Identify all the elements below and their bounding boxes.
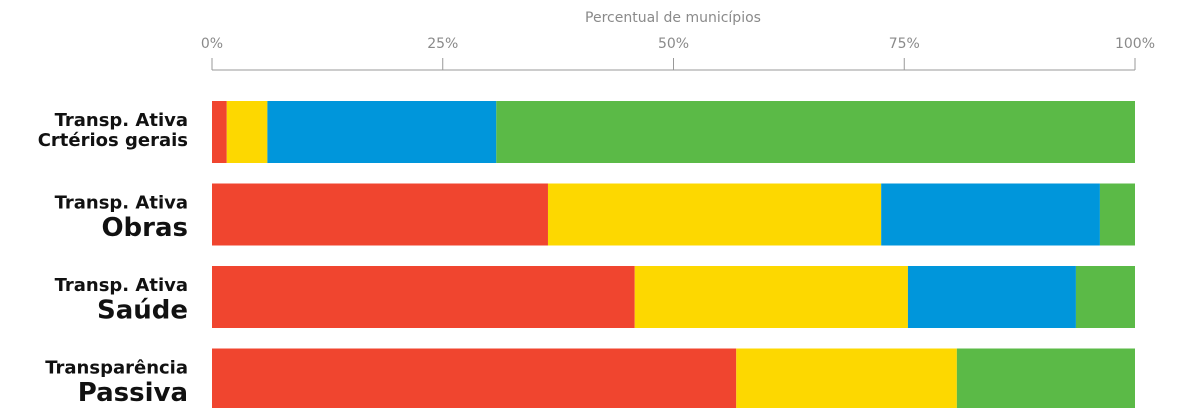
category-label: Passiva bbox=[78, 378, 188, 408]
bar-segment bbox=[634, 266, 908, 328]
tick-label: 0% bbox=[201, 36, 223, 52]
bar-segment bbox=[1099, 183, 1135, 246]
axis-title: Percentual de municípios bbox=[585, 10, 761, 26]
bar-segment bbox=[547, 183, 882, 246]
category-label: Transp. Ativa bbox=[55, 193, 188, 214]
bar-segment bbox=[212, 266, 635, 328]
bar-segment bbox=[1075, 266, 1135, 328]
bar-segment bbox=[212, 183, 548, 246]
bar-segment bbox=[212, 101, 227, 163]
bar-segment bbox=[907, 266, 1076, 328]
bar-segment bbox=[881, 183, 1100, 246]
tick-label: 50% bbox=[658, 36, 689, 52]
bar-segment bbox=[212, 348, 737, 408]
bar-segment bbox=[956, 348, 1135, 408]
bar-segment bbox=[496, 101, 1135, 163]
category-label: Crtérios gerais bbox=[38, 130, 188, 151]
tick-label: 25% bbox=[427, 36, 458, 52]
category-label: Saúde bbox=[97, 296, 188, 326]
category-label: Transp. Ativa bbox=[55, 275, 188, 296]
bar-segment bbox=[267, 101, 497, 163]
category-label: Transp. Ativa bbox=[55, 110, 188, 131]
tick-label: 75% bbox=[889, 36, 920, 52]
tick-label: 100% bbox=[1115, 36, 1155, 52]
bar-segment bbox=[736, 348, 957, 408]
category-label: Transparência bbox=[45, 358, 188, 379]
category-label: Obras bbox=[101, 213, 188, 243]
bar-segment bbox=[226, 101, 268, 163]
